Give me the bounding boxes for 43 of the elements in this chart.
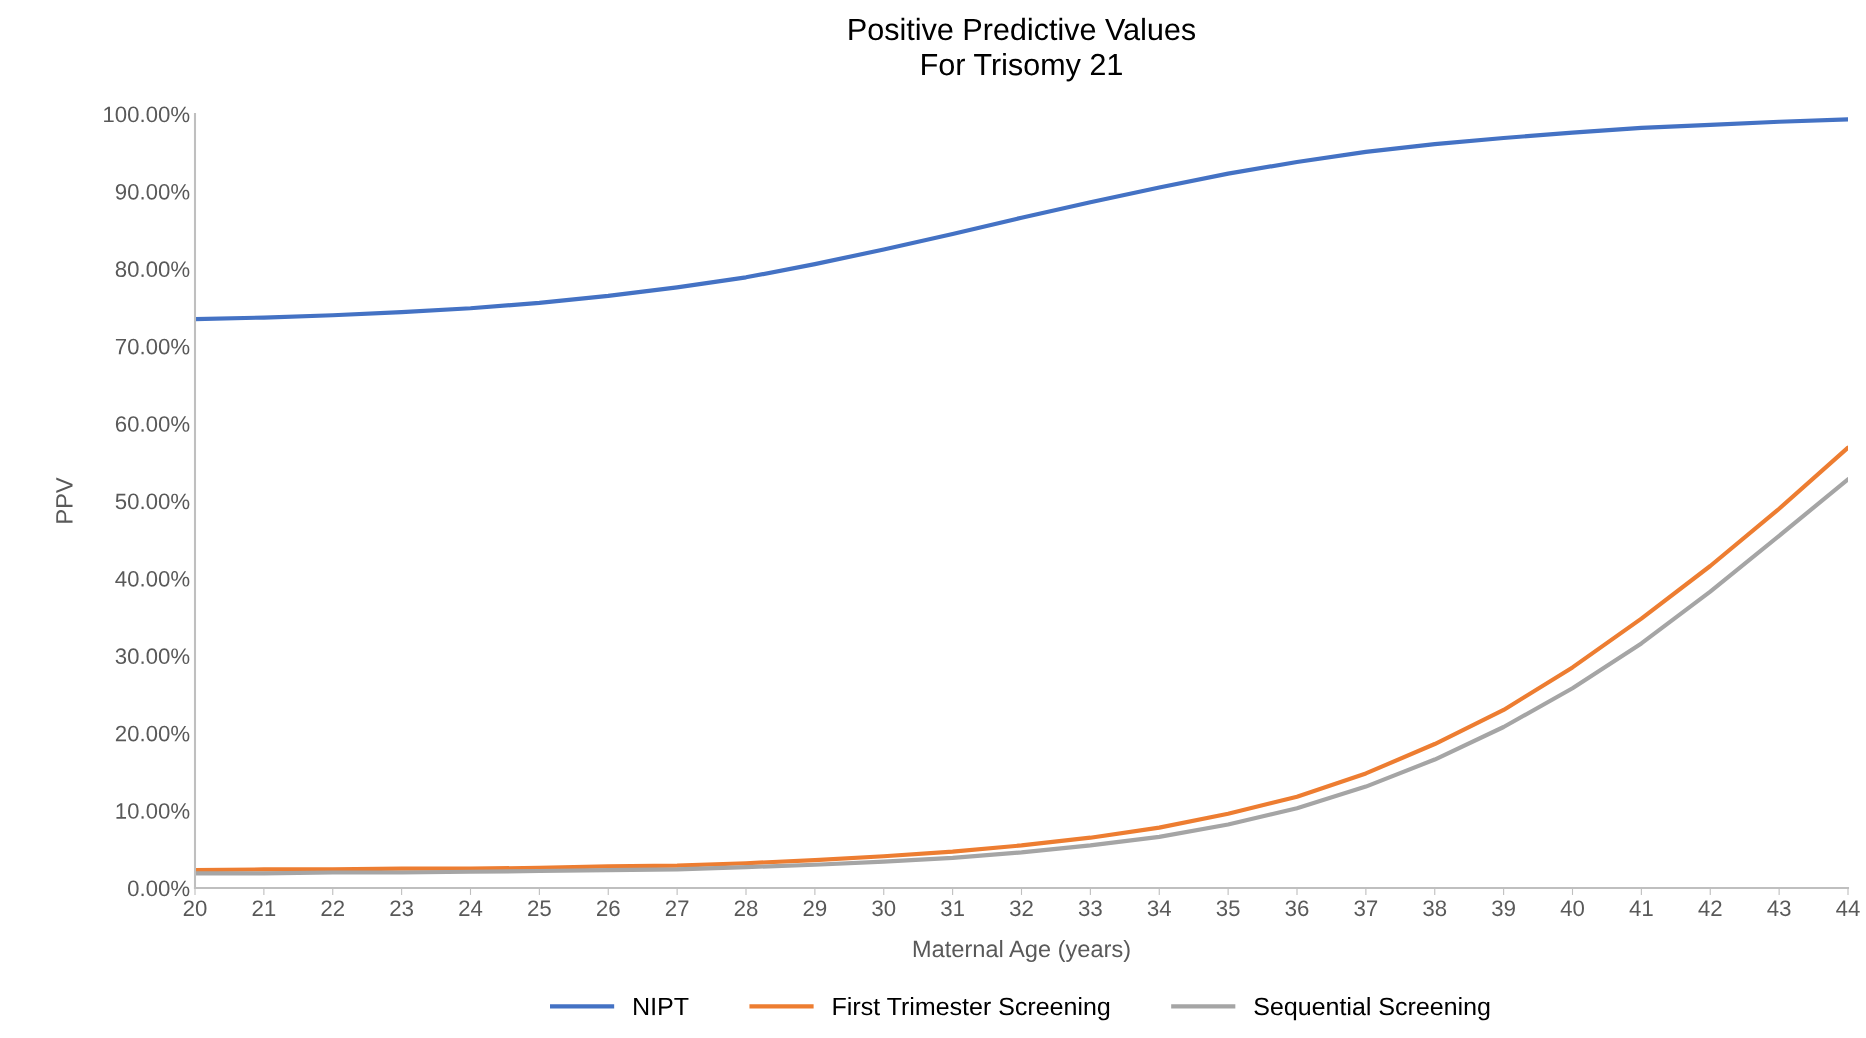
x-tick-label: 42: [1698, 900, 1722, 916]
x-tick-label: 41: [1629, 900, 1653, 916]
y-tick-label: 0.00%: [128, 880, 190, 897]
x-tick-label: 39: [1492, 900, 1515, 917]
x-tick-label: 36: [1285, 900, 1309, 917]
x-tick-label: 31: [941, 900, 964, 917]
x-tick-label: 37: [1354, 900, 1378, 917]
x-tick-label: 28: [734, 900, 758, 917]
x-tick-label: 44: [1836, 900, 1860, 916]
x-tick-label: 29: [803, 900, 827, 917]
y-tick-label: 80.00%: [115, 261, 190, 278]
y-tick-label: 10.00%: [116, 803, 190, 819]
y-tick-label: 30.00%: [115, 648, 190, 665]
x-tick-label: 35: [1216, 900, 1240, 917]
x-tick-label: 38: [1423, 900, 1447, 917]
y-tick-label: 40.00%: [115, 570, 190, 587]
y-tick-label: 90.00%: [115, 183, 190, 200]
x-tick-label: 23: [390, 900, 414, 917]
legend-label: Sequential Screening: [1254, 997, 1490, 1021]
y-tick-label: 50.00%: [115, 493, 190, 510]
x-tick-label: 24: [459, 900, 483, 916]
x-tick-label: 25: [528, 900, 551, 917]
y-axis-title: PPV: [56, 477, 73, 523]
x-tick-label: 27: [665, 900, 689, 916]
x-tick-label: 30: [872, 900, 896, 917]
x-tick-label: 34: [1147, 900, 1171, 917]
x-axis-title: Maternal Age (years): [913, 939, 1130, 962]
legend-label: First Trimester Screening: [833, 997, 1110, 1021]
x-tick-label: 20: [183, 900, 207, 917]
x-tick-label: 33: [1078, 900, 1102, 917]
x-tick-label: 43: [1767, 900, 1791, 917]
x-tick-label: 21: [252, 900, 276, 916]
x-tick-label: 32: [1009, 900, 1033, 917]
chart-title: Positive Predictive Values For Trisomy 21: [849, 17, 1196, 82]
x-tick-label: 40: [1560, 900, 1584, 917]
x-tick-label: 22: [321, 900, 344, 916]
line-series: [195, 117, 1848, 322]
y-tick-label: 70.00%: [115, 338, 190, 355]
legend-label: NIPT: [634, 997, 689, 1016]
y-tick-label: 20.00%: [115, 725, 190, 742]
y-tick-label: 100.00%: [104, 106, 190, 123]
x-tick-label: 26: [597, 900, 620, 917]
y-tick-label: 60.00%: [115, 416, 190, 432]
